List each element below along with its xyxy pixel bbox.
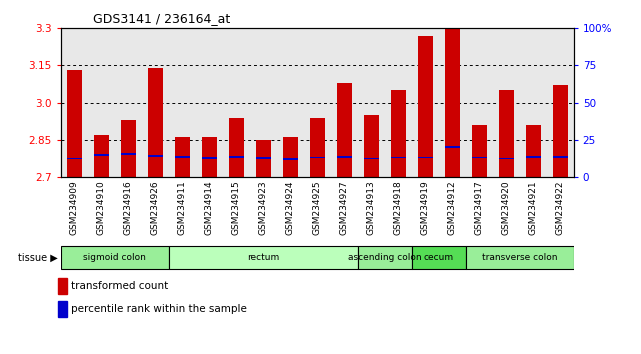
Text: GSM234922: GSM234922 [556,180,565,235]
Text: GSM234914: GSM234914 [205,180,214,235]
Text: GSM234910: GSM234910 [97,180,106,235]
Bar [58,301,67,317]
Bar [526,125,540,177]
Bar [499,158,513,159]
Bar [202,137,217,177]
Text: GSM234924: GSM234924 [286,180,295,235]
Text: tissue ▶: tissue ▶ [18,252,58,263]
Text: percentile rank within the sample: percentile rank within the sample [71,304,247,314]
Bar [283,137,297,177]
Text: GSM234913: GSM234913 [367,180,376,235]
Text: GSM234911: GSM234911 [178,180,187,235]
Text: GSM234923: GSM234923 [259,180,268,235]
Bar [256,157,271,159]
FancyBboxPatch shape [169,246,358,269]
Text: GSM234927: GSM234927 [340,180,349,235]
Bar [472,125,487,177]
Bar [499,90,513,177]
Bar [553,156,568,158]
Bar [175,137,190,177]
Bar [526,156,540,158]
Text: transformed count: transformed count [71,281,168,291]
Bar [310,118,325,177]
Bar [445,146,460,148]
Bar [67,158,82,159]
Bar [175,156,190,158]
Text: GSM234920: GSM234920 [502,180,511,235]
Text: GSM234916: GSM234916 [124,180,133,235]
Bar [256,140,271,177]
Bar [418,36,433,177]
Bar [121,120,136,177]
Text: GSM234926: GSM234926 [151,180,160,235]
Bar [553,85,568,177]
FancyBboxPatch shape [358,246,412,269]
Text: GSM234925: GSM234925 [313,180,322,235]
Bar [391,90,406,177]
Text: GDS3141 / 236164_at: GDS3141 / 236164_at [93,12,230,25]
Bar [364,158,379,159]
Bar [94,154,109,156]
Bar [229,118,244,177]
Bar [445,28,460,177]
Text: GSM234912: GSM234912 [448,180,457,235]
Bar [229,156,244,158]
FancyBboxPatch shape [412,246,466,269]
Text: GSM234917: GSM234917 [475,180,484,235]
Bar [283,158,297,160]
Bar [391,156,406,158]
Bar [94,135,109,177]
Bar [337,156,352,158]
Bar [58,278,67,294]
Text: ascending colon: ascending colon [348,252,422,262]
FancyBboxPatch shape [61,246,169,269]
Text: sigmoid colon: sigmoid colon [83,252,146,262]
Bar [202,157,217,159]
Text: GSM234909: GSM234909 [70,180,79,235]
Text: rectum: rectum [247,252,279,262]
Text: GSM234918: GSM234918 [394,180,403,235]
Bar [418,156,433,158]
Text: cecum: cecum [424,252,454,262]
Text: GSM234921: GSM234921 [529,180,538,235]
Bar [67,70,82,177]
Bar [472,156,487,158]
FancyBboxPatch shape [466,246,574,269]
Bar [148,68,163,177]
Text: GSM234915: GSM234915 [232,180,241,235]
Text: transverse colon: transverse colon [482,252,558,262]
Bar [337,83,352,177]
Text: GSM234919: GSM234919 [420,180,429,235]
Bar [121,153,136,155]
Bar [310,156,325,158]
Bar [148,155,163,157]
Bar [364,115,379,177]
